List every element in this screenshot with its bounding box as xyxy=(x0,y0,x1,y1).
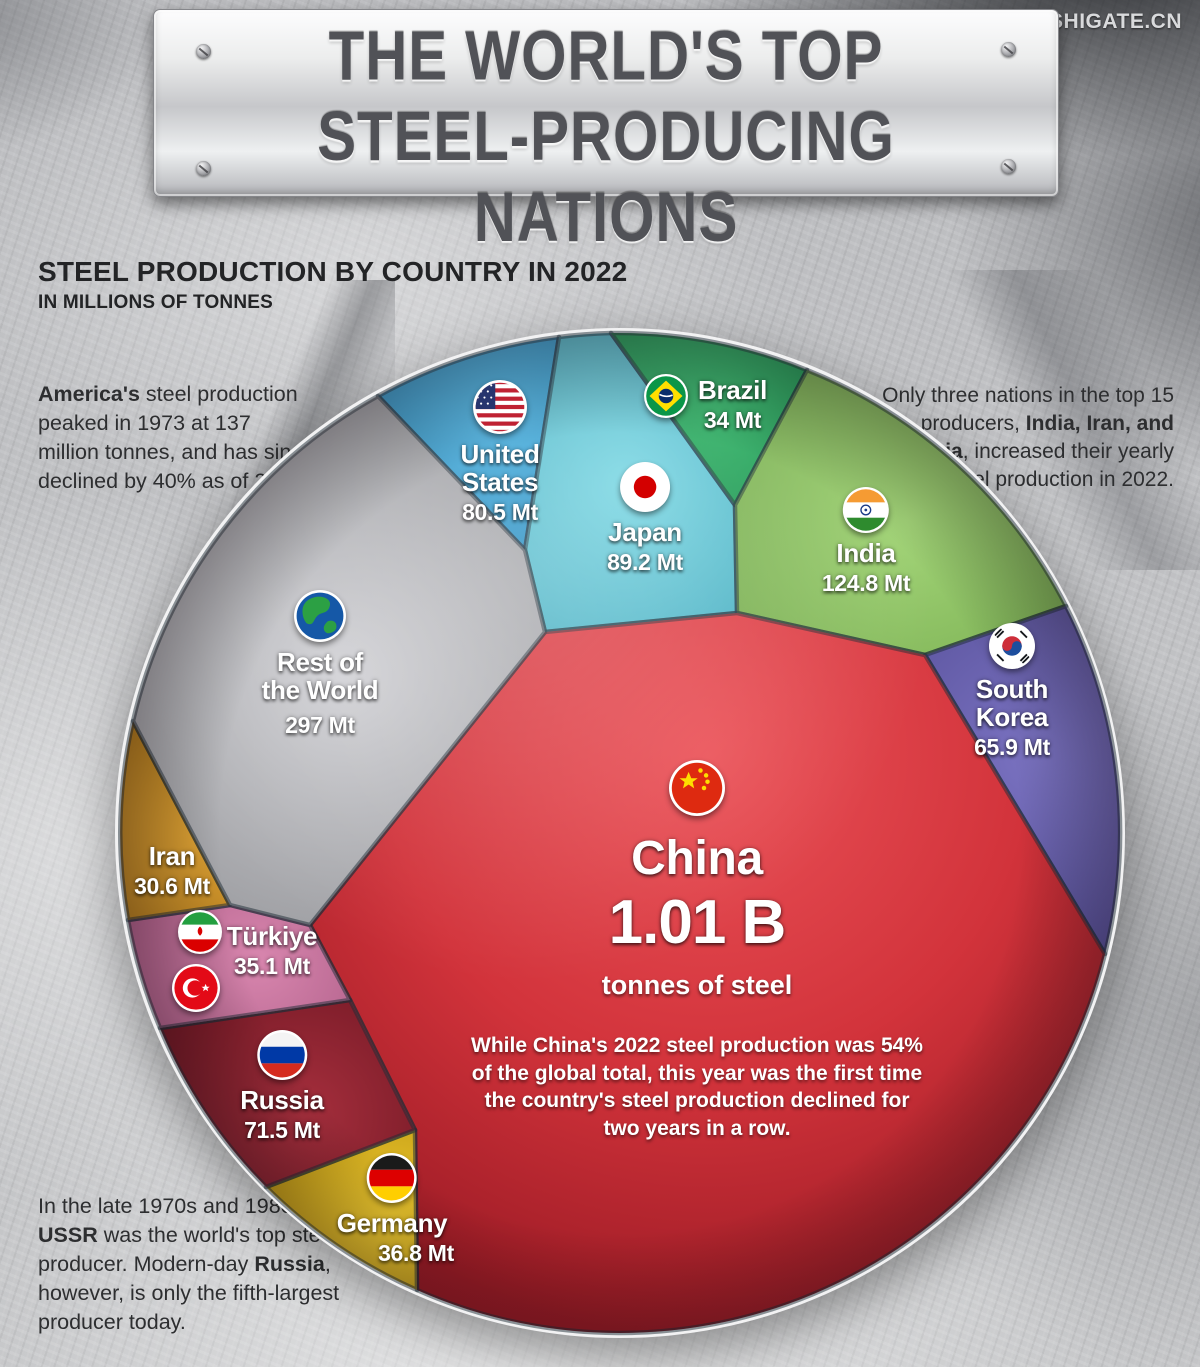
segment-name: Iran xyxy=(148,841,196,871)
segment-value: 80.5 Mt xyxy=(462,499,538,525)
germany-flag-icon xyxy=(367,1153,417,1203)
segment-value: 71.5 Mt xyxy=(244,1117,320,1143)
us-flag-icon xyxy=(473,380,527,434)
segment-value: 89.2 Mt xyxy=(607,549,683,575)
ussr-annotation-bold1: USSR xyxy=(38,1223,98,1247)
india-flag-icon xyxy=(843,487,889,533)
south-korea-flag-icon xyxy=(989,623,1035,669)
label-russia: Russia 71.5 Mt xyxy=(240,1030,324,1143)
segment-name: Germany xyxy=(336,1208,448,1238)
label-brazil: Brazil 34 Mt xyxy=(644,374,767,433)
label-china: China 1.01 B tonnes of steel While China… xyxy=(467,760,927,1142)
label-turkiye: Türkiye 35.1 Mt xyxy=(226,921,318,979)
title-plate: THE WORLD'S TOP STEEL-PRODUCING NATIONS xyxy=(153,9,1059,256)
label-india: India 124.8 Mt xyxy=(822,487,910,596)
chart-title-text: STEEL PRODUCTION BY COUNTRY IN 2022 xyxy=(38,256,628,287)
china-flag-icon xyxy=(669,760,725,816)
label-germany: Germany 36.8 Mt xyxy=(336,1153,454,1266)
russia-flag-icon xyxy=(257,1030,307,1080)
page-title-line2: STEEL-PRODUCING NATIONS xyxy=(317,98,895,257)
segment-value: 34 Mt xyxy=(703,407,762,433)
label-japan: Japan 89.2 Mt xyxy=(607,462,683,575)
page-title-line1: THE WORLD'S TOP xyxy=(328,17,884,96)
segment-name: Brazil xyxy=(698,375,768,405)
screw-icon xyxy=(196,44,211,59)
segment-name: United States xyxy=(460,439,540,497)
label-united-states: United States 80.5 Mt xyxy=(450,380,550,525)
brazil-flag-icon xyxy=(644,374,688,418)
watermark: SHIGATE.CN xyxy=(1049,10,1182,33)
page-title: THE WORLD'S TOP STEEL-PRODUCING NATIONS xyxy=(181,0,1031,259)
segment-name: Japan xyxy=(608,517,682,547)
turkiye-flag-icon xyxy=(172,964,220,1012)
segment-value: 36.8 Mt xyxy=(378,1240,454,1266)
segment-unit: tonnes of steel xyxy=(601,970,793,1000)
label-south-korea: South Korea 65.9 Mt xyxy=(970,623,1054,760)
globe-icon xyxy=(294,590,346,642)
segment-name: Türkiye xyxy=(226,921,318,951)
brazil-label-column: Brazil 34 Mt xyxy=(698,376,767,433)
screw-icon xyxy=(1001,42,1016,57)
japan-flag-icon xyxy=(620,462,670,512)
iran-flag-icon xyxy=(178,910,222,954)
segment-name: India xyxy=(836,538,896,568)
segment-value: 297 Mt xyxy=(285,712,355,738)
chart-subtitle: STEEL PRODUCTION BY COUNTRY IN 2022 IN M… xyxy=(38,256,627,314)
segment-value: 30.6 Mt xyxy=(134,873,210,899)
segment-name: Rest of the World xyxy=(261,647,379,705)
screw-icon xyxy=(1001,159,1016,174)
segment-name: China xyxy=(631,832,763,885)
segment-value: 1.01 B xyxy=(608,888,787,957)
screw-icon xyxy=(196,161,211,176)
chart-unit-text: IN MILLIONS OF TONNES xyxy=(38,292,274,313)
china-note: While China's 2022 steel production was … xyxy=(471,1034,923,1140)
segment-name: South Korea xyxy=(975,674,1049,732)
label-iran: Iran 30.6 Mt xyxy=(134,842,210,899)
segment-name: Russia xyxy=(240,1085,324,1115)
segment-value: 124.8 Mt xyxy=(821,570,911,596)
segment-value: 35.1 Mt xyxy=(234,953,310,979)
segment-value: 65.9 Mt xyxy=(974,734,1050,760)
label-rest-of-world: Rest of the World 297 Mt xyxy=(257,590,383,738)
